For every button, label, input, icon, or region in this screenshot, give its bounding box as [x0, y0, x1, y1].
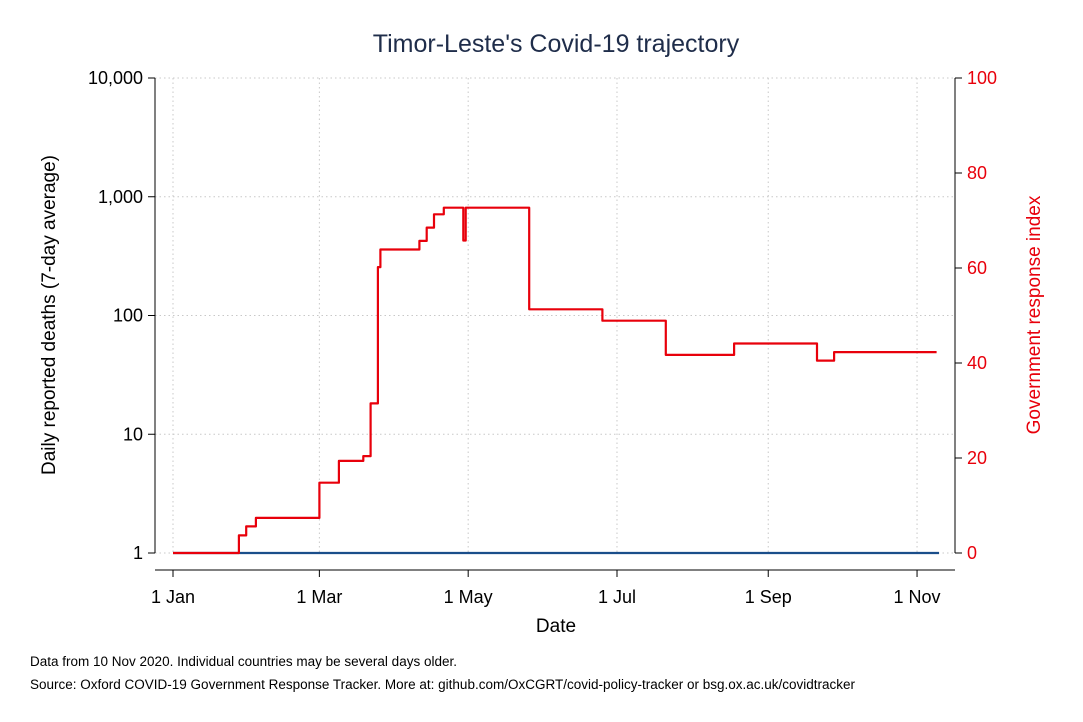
series-layer — [173, 206, 939, 555]
y-left-axis-title: Daily reported deaths (7-day average) — [39, 155, 60, 475]
y-right-tick-label-3: 60 — [967, 258, 987, 278]
y-right-tick-label-4: 80 — [967, 163, 987, 183]
y-left-tick-label-0: 1 — [133, 543, 143, 563]
x-tick-label-4: 1 Sep — [745, 587, 792, 607]
y-right-tick-label-0: 0 — [967, 543, 977, 563]
response-index-series-line — [173, 206, 937, 555]
y-left-tick-label-3: 1,000 — [98, 187, 143, 207]
x-tick-label-2: 1 May — [444, 587, 493, 607]
y-left-tick-label-4: 10,000 — [88, 68, 143, 88]
source-note: Source: Oxford COVID-19 Government Respo… — [30, 677, 856, 692]
axes: 1 10 100 1,000 10,000 0 20 40 60 80 100 1 Jan 1 Mar 1… — [88, 68, 997, 607]
x-tick-label-1: 1 Mar — [296, 587, 342, 607]
y-left-tick-label-1: 10 — [123, 424, 143, 444]
data-date-note: Data from 10 Nov 2020. Individual countr… — [30, 654, 457, 669]
x-tick-label-3: 1 Jul — [598, 587, 636, 607]
y-right-axis-title: Government response index — [1024, 195, 1045, 434]
y-right-tick-label-5: 100 — [967, 68, 997, 88]
y-left-tick-label-2: 100 — [113, 306, 143, 326]
y-right-tick-label-1: 20 — [967, 448, 987, 468]
y-right-tick-label-2: 40 — [967, 353, 987, 373]
grid — [155, 77, 955, 554]
x-tick-label-0: 1 Jan — [151, 587, 195, 607]
chart-title: Timor-Leste's Covid-19 trajectory — [373, 30, 740, 58]
x-tick-label-5: 1 Nov — [894, 587, 941, 607]
x-axis-title: Date — [536, 616, 576, 637]
